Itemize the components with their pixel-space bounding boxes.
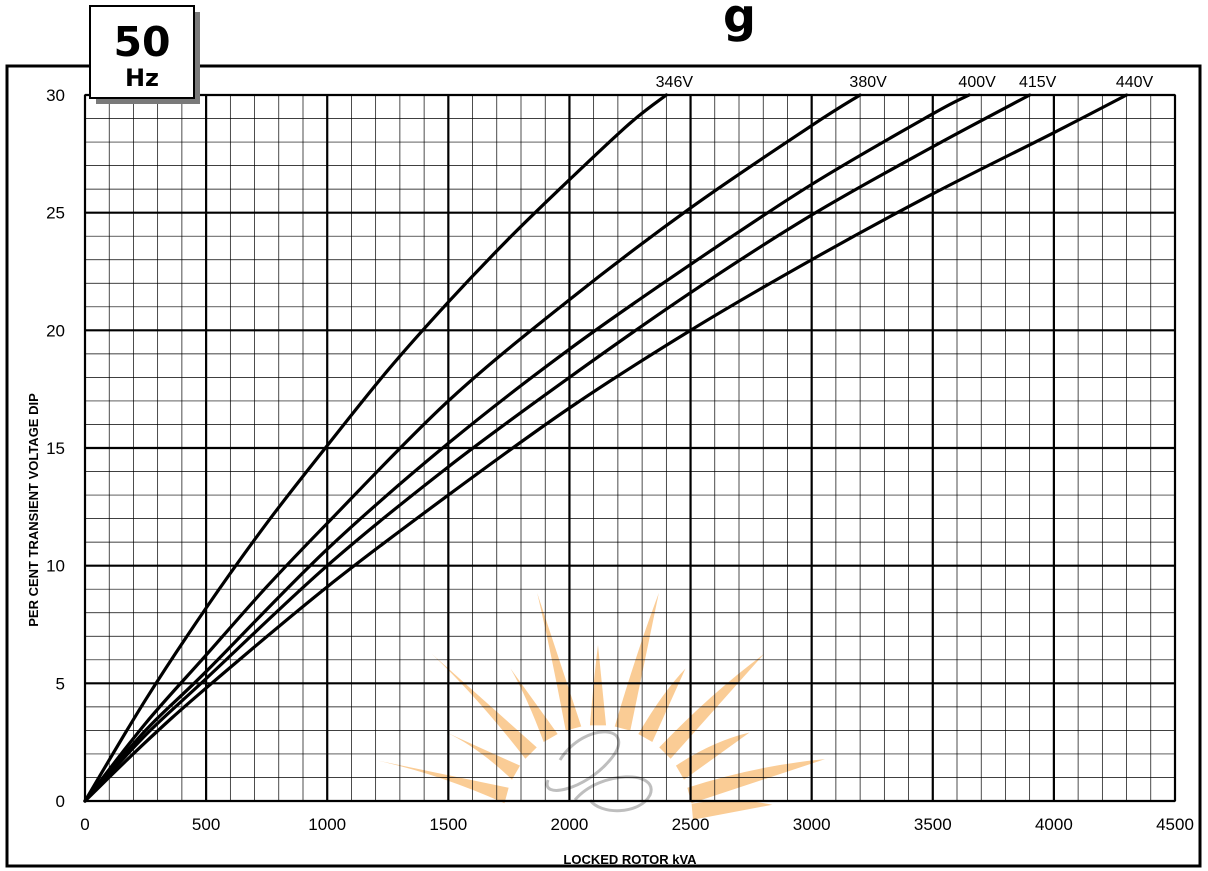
series-line-415v xyxy=(83,93,1032,803)
y-axis-title: PER CENT TRANSIENT VOLTAGE DIP xyxy=(26,393,41,627)
series-line-380v xyxy=(83,93,862,803)
watermark-ray xyxy=(638,668,686,743)
series-line-346v xyxy=(83,93,668,803)
frequency-badge: 50 Hz xyxy=(89,5,200,104)
series-line-440v xyxy=(83,93,1129,803)
x-tick-label: 2000 xyxy=(551,815,589,834)
y-tick-label: 5 xyxy=(56,674,65,693)
watermark-ray xyxy=(589,645,607,726)
watermark-ray xyxy=(510,668,558,743)
y-tick-label: 0 xyxy=(56,792,65,811)
x-tick-label: 500 xyxy=(192,815,220,834)
y-tick-label: 15 xyxy=(46,439,65,458)
watermark-ray xyxy=(446,732,521,780)
y-tick-label: 10 xyxy=(46,557,65,576)
series-label-440v: 440V xyxy=(1116,74,1154,91)
outer-frame xyxy=(5,64,1202,868)
x-tick-label: 4000 xyxy=(1035,815,1073,834)
watermark-ray xyxy=(675,732,750,780)
x-axis-title: LOCKED ROTOR kVA xyxy=(563,852,697,867)
watermark-ray xyxy=(371,759,509,804)
series-layer: 346V 380V 400V 415V 440V xyxy=(83,74,1154,803)
series-label-380v: 380V xyxy=(849,74,887,91)
series-label-346v: 346V xyxy=(656,74,694,91)
watermark-ray xyxy=(537,593,582,731)
heading-fragment: g xyxy=(723,0,756,43)
watermark-ray xyxy=(431,653,537,759)
badge-unit: Hz xyxy=(125,64,159,92)
x-tick-label: 2500 xyxy=(672,815,710,834)
watermark-ray xyxy=(691,800,773,820)
x-tick-label: 1500 xyxy=(429,815,467,834)
watermark-ray xyxy=(687,759,825,804)
y-tick-label: 20 xyxy=(46,321,65,340)
badge-value: 50 xyxy=(113,18,170,66)
series-label-415v: 415V xyxy=(1019,74,1057,91)
y-tick-label: 25 xyxy=(46,204,65,223)
watermark-ray xyxy=(614,593,659,731)
series-line-400v xyxy=(83,93,971,803)
x-tick-label: 4500 xyxy=(1156,815,1194,834)
plot-area xyxy=(84,94,1176,802)
y-axis-ticks: 0 5 10 15 20 25 30 xyxy=(46,86,65,811)
series-label-400v: 400V xyxy=(958,74,996,91)
watermark-ray xyxy=(659,653,765,759)
x-tick-label: 0 xyxy=(80,815,89,834)
x-tick-label: 3000 xyxy=(793,815,831,834)
x-axis-ticks: 0 500 1000 1500 2000 2500 3000 3500 4000 4500 xyxy=(80,815,1194,834)
x-tick-label: 3500 xyxy=(914,815,952,834)
x-tick-label: 1000 xyxy=(308,815,346,834)
y-tick-label: 30 xyxy=(46,86,65,105)
sunburst-watermark-icon xyxy=(371,593,825,820)
